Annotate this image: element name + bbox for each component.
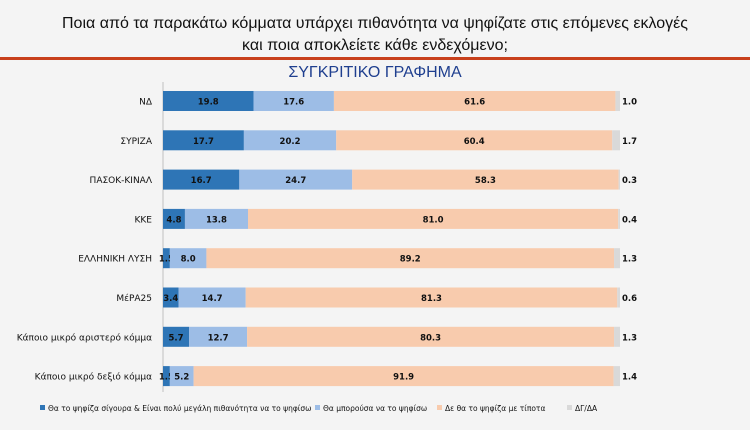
bar-segment <box>206 248 615 269</box>
data-label: 17.6 <box>283 98 304 108</box>
divider <box>0 57 750 60</box>
data-label: 0.6 <box>622 294 637 304</box>
data-label: 81.0 <box>423 215 444 225</box>
bar-segment <box>615 91 620 111</box>
data-label: 14.7 <box>202 294 223 304</box>
data-label: 24.7 <box>285 176 306 186</box>
bar-segment <box>245 287 618 308</box>
question-line-1: Ποια από τα παρακάτω κόμματα υπάρχει πιθ… <box>62 15 688 32</box>
data-label: 58.3 <box>475 176 496 186</box>
category-label: Κάποιο μικρό αριστερό κόμμα <box>17 332 152 343</box>
data-label: 4.8 <box>166 215 181 225</box>
data-label: 0.3 <box>622 176 637 186</box>
bar-segment <box>178 287 246 308</box>
bar-segment <box>352 169 619 190</box>
data-label: 20.2 <box>280 137 301 147</box>
data-label: 16.7 <box>191 176 212 186</box>
bar-segment <box>613 366 620 387</box>
bar-segment <box>333 91 616 111</box>
data-label: 1.3 <box>622 333 637 343</box>
legend-label: ΔΓ/ΔΑ <box>575 404 598 413</box>
bar-segment <box>163 287 179 308</box>
data-label: 1.5 <box>159 373 174 383</box>
data-label: 13.8 <box>206 215 227 225</box>
data-label: 81.3 <box>421 294 442 304</box>
data-label: 61.6 <box>464 98 485 108</box>
bar-segment <box>253 91 334 111</box>
bar-segment <box>163 130 244 151</box>
bar-segment <box>618 208 620 229</box>
bar-segment <box>163 91 254 111</box>
data-label: 80.3 <box>420 333 441 343</box>
bar-segment <box>163 326 190 347</box>
data-label: 19.8 <box>198 98 219 108</box>
bar-segment <box>163 169 240 190</box>
bar-segment <box>193 366 614 387</box>
bar-segment <box>614 248 620 269</box>
question-line-2: και ποια αποκλείετε κάθε ενδεχόμενο; <box>242 37 508 54</box>
data-label: 1.3 <box>622 255 637 265</box>
legend-label: Θα μπορούσα να το ψηφίσω <box>323 404 427 413</box>
data-label: 91.9 <box>393 373 414 383</box>
legend-swatch <box>567 405 572 410</box>
data-label: 1.5 <box>159 255 174 265</box>
data-label: 8.0 <box>181 255 196 265</box>
bar-segment <box>247 326 615 347</box>
bar-segment <box>163 248 170 269</box>
data-label: 1.0 <box>622 98 637 108</box>
legend-label: Δε θα το ψηφίζα με τίποτα <box>445 404 545 413</box>
bar-segment <box>239 169 353 190</box>
data-label: 17.7 <box>193 137 214 147</box>
category-label: ΠΑΣΟΚ-ΚΙΝΑΛ <box>90 176 153 186</box>
category-label: ΣΥΡΙΖΑ <box>120 137 152 147</box>
chart-title: ΣΥΓΚΡΙΤΙΚΟ ΓΡΑΦΗΜΑ <box>288 64 462 81</box>
bar-segment <box>248 208 619 229</box>
category-label: ΝΔ <box>139 98 153 108</box>
legend-swatch <box>437 405 442 410</box>
data-label: 89.2 <box>400 255 421 265</box>
data-label: 3.4 <box>163 294 178 304</box>
bar-segment <box>163 366 170 387</box>
data-label: 1.7 <box>622 137 637 147</box>
category-label: ΚΚΕ <box>135 215 153 225</box>
legend-label: Θα το ψηφίζα σίγουρα & Είναι πολύ μεγάλη… <box>48 404 311 413</box>
bar-segment <box>612 130 620 151</box>
data-label: 60.4 <box>464 137 485 147</box>
bar-segment <box>184 208 249 229</box>
bar-segment <box>189 326 248 347</box>
category-label: Κάποιο μικρό δεξιό κόμμα <box>35 372 152 383</box>
bar-segment <box>336 130 613 151</box>
legend-swatch <box>315 405 320 410</box>
legend-swatch <box>40 405 45 410</box>
data-label: 5.2 <box>174 373 189 383</box>
data-label: 5.7 <box>168 333 183 343</box>
bar-segment <box>618 169 620 190</box>
data-label: 12.7 <box>208 333 229 343</box>
bar-segment <box>617 287 620 308</box>
bar-segment <box>614 326 620 347</box>
bar-segment <box>169 366 194 387</box>
data-label: 0.4 <box>622 215 637 225</box>
bar-segment <box>243 130 337 151</box>
bar-segment <box>169 248 207 269</box>
bar-segment <box>163 208 185 229</box>
category-label: ΕΛΛΗΝΙΚΗ ΛΥΣΗ <box>78 255 152 265</box>
category-label: ΜέΡΑ25 <box>116 293 152 304</box>
data-label: 1.4 <box>622 373 637 383</box>
